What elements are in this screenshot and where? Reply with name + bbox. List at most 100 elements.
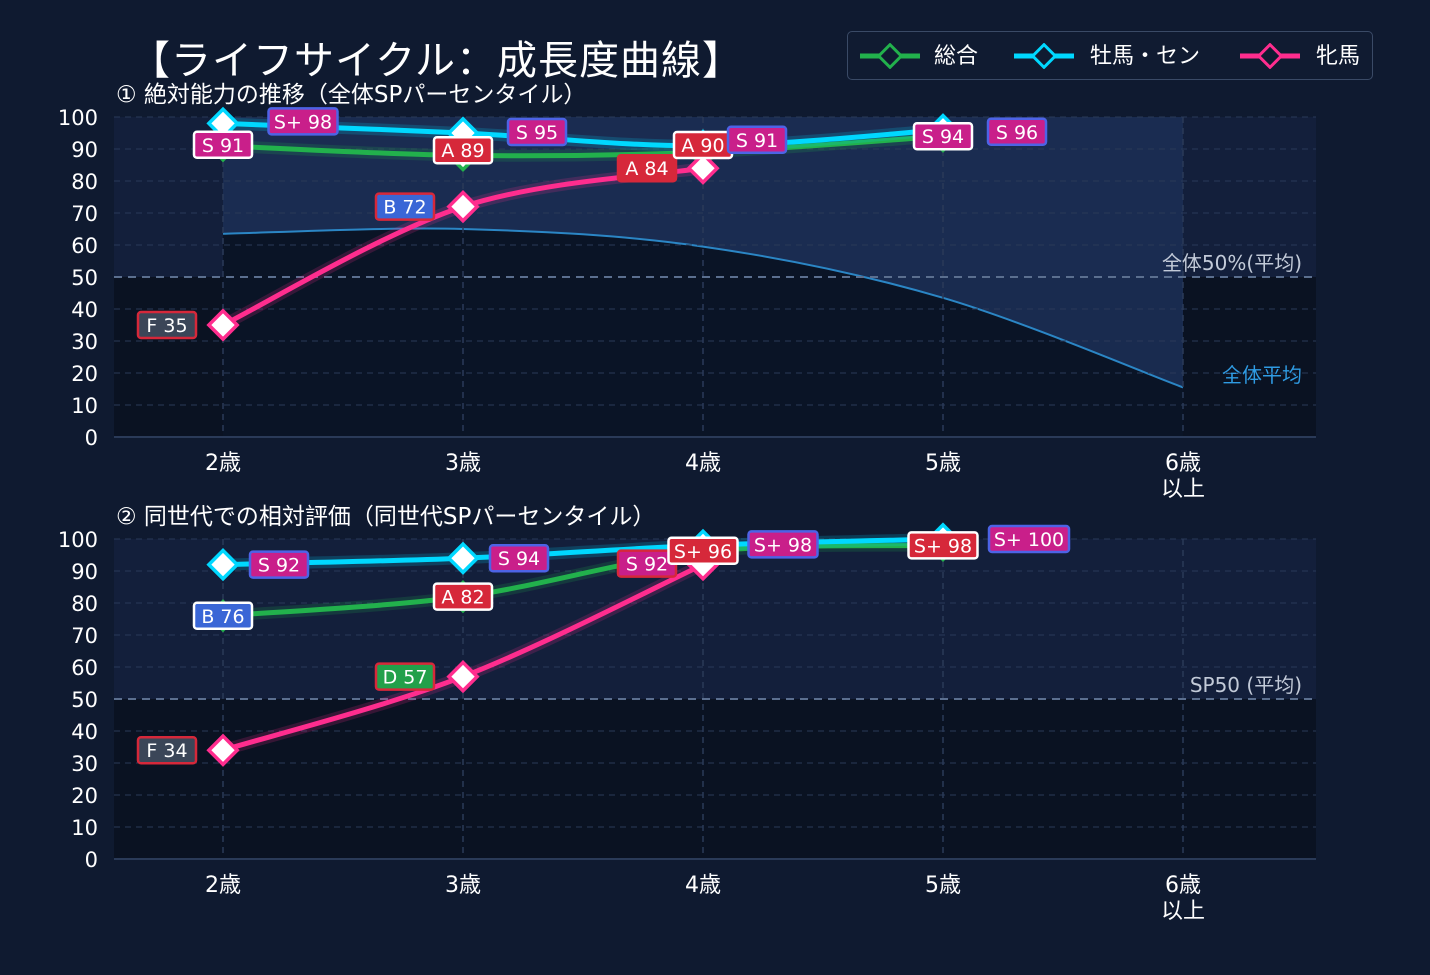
y-tick-label: 50	[71, 266, 98, 290]
y-tick-label: 100	[58, 528, 98, 552]
x-tick-label: 4歳	[685, 451, 721, 476]
data-label-text: S+ 98	[754, 534, 812, 556]
data-label: F 34	[136, 735, 198, 765]
x-tick-label: 5歳	[925, 873, 961, 898]
series-line	[220, 133, 946, 159]
data-label-text: B 76	[201, 606, 244, 628]
series-marker	[206, 547, 240, 582]
y-tick-label: 100	[58, 106, 98, 130]
data-label-box	[667, 536, 739, 566]
data-label: S 92	[248, 550, 310, 579]
data-label-box	[136, 735, 198, 765]
data-label-box	[192, 130, 254, 160]
data-label: S 91	[192, 130, 254, 160]
data-label-box	[374, 192, 436, 221]
data-label-text: F 34	[146, 740, 187, 762]
x-tick-label: 4歳	[685, 873, 721, 898]
y-tick-label: 30	[71, 752, 98, 776]
data-label-text: S 95	[516, 122, 558, 144]
panel-title: ② 同世代での相対評価（同世代SPパーセンタイル）	[116, 504, 655, 530]
data-label-text: S 91	[202, 135, 244, 157]
y-tick-label: 20	[71, 362, 98, 386]
data-label-box	[488, 543, 550, 573]
data-label-box	[506, 117, 568, 147]
x-tick-label: 以上	[1161, 899, 1205, 924]
data-label: S+ 98	[907, 531, 979, 560]
data-label: S 94	[488, 543, 550, 573]
data-label-text: D 57	[383, 667, 428, 689]
data-label: F 35	[136, 310, 198, 340]
series-line	[220, 542, 946, 619]
x-tick-label: 以上	[1161, 477, 1205, 502]
data-label-text: S+ 96	[674, 541, 732, 563]
data-label-text: A 90	[681, 135, 724, 157]
data-label: S 92	[616, 549, 678, 578]
y-tick-label: 90	[71, 138, 98, 162]
data-label-text: F 35	[146, 315, 187, 337]
data-label: A 84	[616, 153, 678, 183]
data-label: S 95	[506, 117, 568, 147]
panel-1: 全体平均 全体50%(平均) 0 10 20 30 40 50 60 70 80 90 100 2歳 3歳 4…	[58, 82, 1316, 502]
y-tick-label: 40	[71, 720, 98, 744]
y-tick-label: 30	[71, 330, 98, 354]
series-marker	[686, 151, 720, 185]
data-label-text: B 72	[383, 197, 426, 219]
data-label: B 76	[192, 601, 254, 631]
y-tick-label: 10	[71, 394, 98, 418]
y-tick-label: 60	[71, 234, 98, 258]
data-label-box	[432, 582, 494, 611]
legend-label-overall: 総合	[934, 44, 979, 69]
data-label-box	[267, 107, 339, 136]
y-tick-label: 50	[71, 688, 98, 712]
data-label-text: A 89	[441, 140, 484, 162]
data-label-box	[912, 121, 974, 151]
data-label-box	[192, 601, 254, 631]
x-tick-label: 3歳	[445, 451, 481, 476]
data-label-box	[987, 524, 1071, 554]
y-tick-label: 60	[71, 656, 98, 680]
data-label: S+ 98	[747, 530, 819, 559]
average-line	[222, 227, 1184, 389]
reference-line-label: 全体50%(平均)	[1162, 251, 1302, 275]
data-label-text: A 82	[441, 587, 484, 609]
series-marker	[446, 189, 480, 224]
data-label-box	[986, 117, 1048, 147]
data-label: D 57	[374, 662, 436, 691]
y-tick-label: 20	[71, 784, 98, 808]
plot-area-lower	[114, 699, 1316, 859]
data-label-text: S+ 100	[994, 529, 1064, 551]
y-tick-label: 70	[71, 624, 98, 648]
legend-swatch-overall	[860, 43, 920, 69]
data-label-text: S 96	[996, 122, 1038, 144]
legend-swatch-filly	[1240, 43, 1300, 69]
series-marker	[206, 106, 240, 141]
legend-label-filly: 牝馬	[1316, 44, 1361, 69]
x-tick-label: 2歳	[205, 873, 241, 898]
data-label-text: S+ 98	[914, 535, 972, 557]
average-label: 全体平均	[1222, 363, 1302, 387]
series-marker	[446, 541, 480, 575]
data-label: S 91	[726, 125, 788, 155]
data-label-box	[432, 135, 494, 165]
data-label-box	[616, 153, 678, 183]
y-tick-label: 10	[71, 816, 98, 840]
data-label-text: A 84	[625, 158, 668, 180]
data-label-text: S+ 98	[274, 111, 332, 133]
series-line	[220, 536, 946, 568]
legend-label-colt: 牡馬・セン	[1090, 44, 1201, 69]
legend: 総合 牡馬・セン 牝馬	[847, 31, 1373, 80]
panel-2: SP50 (平均) 0 10 20 30 40 50 60 70 80 90 100 2歳 3歳 4歳 5歳 6…	[58, 504, 1316, 924]
data-label: A 89	[432, 135, 494, 165]
chart-title: 【ライフサイクル：成長度曲線】	[130, 38, 743, 84]
y-tick-label: 0	[85, 426, 98, 450]
data-label-box	[747, 530, 819, 559]
y-tick-label: 40	[71, 298, 98, 322]
y-tick-label: 0	[85, 848, 98, 872]
data-label: S+ 96	[667, 536, 739, 566]
data-label-text: S 94	[922, 126, 964, 148]
x-tick-label: 2歳	[205, 451, 241, 476]
y-tick-label: 70	[71, 202, 98, 226]
data-label-text: S 92	[258, 555, 300, 577]
y-tick-label: 80	[71, 592, 98, 616]
